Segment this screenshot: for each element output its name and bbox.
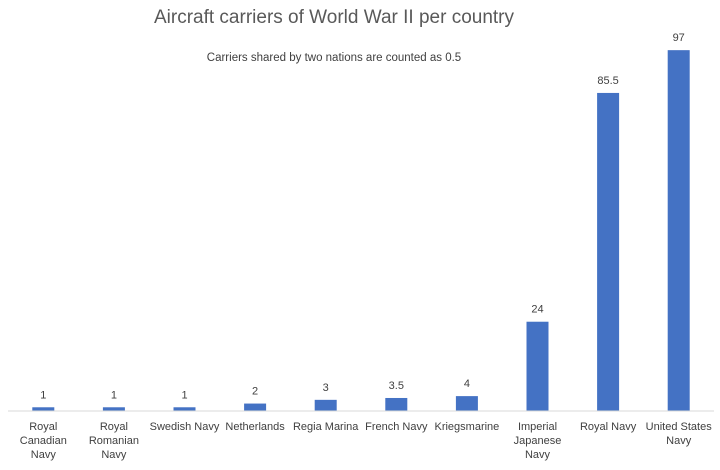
x-tick-label-4: Regia Marina xyxy=(293,421,359,433)
x-tick-label-5: French Navy xyxy=(365,421,428,433)
bar-5 xyxy=(385,397,408,411)
bar-4 xyxy=(314,399,337,411)
bar-1 xyxy=(102,407,125,411)
chart-title: Aircraft carriers of World War II per co… xyxy=(154,7,515,28)
x-tick-label-9: United States Navy xyxy=(646,421,713,447)
x-tick-label-8: Royal Navy xyxy=(580,421,637,433)
x-tick-label-3: Netherlands xyxy=(225,421,285,433)
data-label-0: 1 xyxy=(40,389,46,401)
data-label-1: 1 xyxy=(111,389,117,401)
bar-8 xyxy=(597,92,620,411)
data-label-7: 24 xyxy=(531,304,543,316)
bar-9 xyxy=(667,50,690,411)
data-label-8: 85.5 xyxy=(597,75,618,87)
bar-7 xyxy=(526,321,549,411)
data-labels-group: 1 1 1 2 3 3.5 4 24 85.5 97 xyxy=(40,32,685,401)
data-label-3: 2 xyxy=(252,386,258,398)
bar-3 xyxy=(244,403,267,411)
x-tick-label-7: Imperial Japanese Navy xyxy=(514,421,562,461)
x-tick-label-0: Royal Canadian Navy xyxy=(20,421,67,461)
data-label-9: 97 xyxy=(673,32,685,44)
x-tick-label-6: Kriegsmarine xyxy=(434,421,499,433)
data-label-6: 4 xyxy=(464,378,470,390)
bar-0 xyxy=(32,407,55,411)
x-tick-label-1: Royal Romanian Navy xyxy=(89,421,139,461)
chart-subtitle: Carriers shared by two nations are count… xyxy=(207,52,461,64)
data-label-5: 3.5 xyxy=(389,380,404,392)
bar-2 xyxy=(173,407,196,411)
bar-6 xyxy=(455,396,478,411)
bars-group xyxy=(32,50,690,411)
data-label-4: 3 xyxy=(323,382,329,394)
x-tick-label-2: Swedish Navy xyxy=(150,421,220,433)
data-label-2: 1 xyxy=(181,389,187,401)
x-tick-labels-group: Royal Canadian Navy Royal Romanian Navy Swedis… xyxy=(20,421,712,461)
